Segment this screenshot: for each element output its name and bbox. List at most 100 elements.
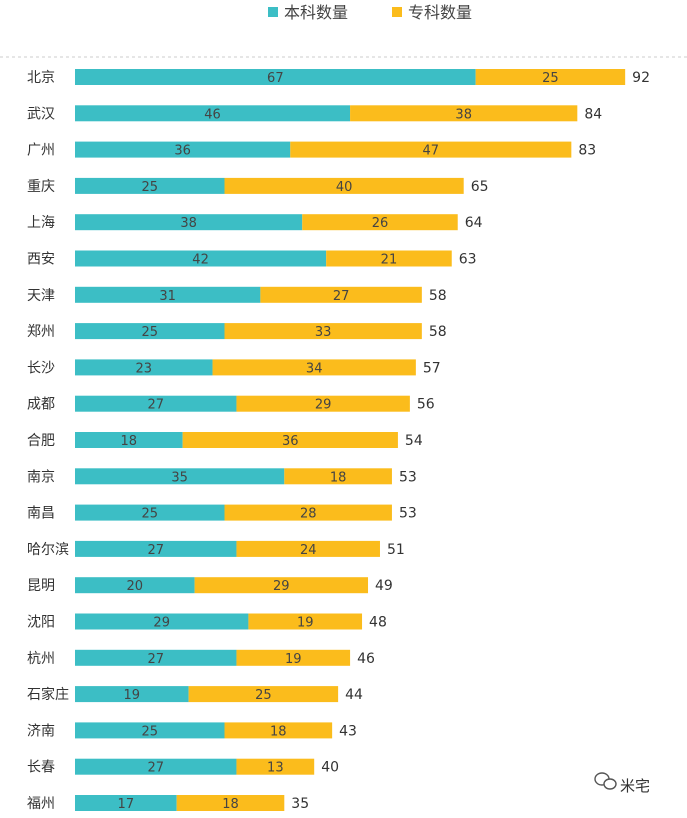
bar-segment-college — [212, 359, 416, 376]
bar-segment-undergrad — [75, 795, 177, 811]
category-label: 南昌 — [27, 506, 55, 522]
bar-segment-college — [248, 613, 363, 630]
total-value-label: 58 — [429, 324, 447, 340]
bar-segment-college — [236, 540, 380, 557]
segment-value-label: 18 — [270, 724, 287, 739]
segment-value-label: 40 — [336, 180, 353, 195]
category-label: 重庆 — [27, 179, 55, 195]
category-label: 西安 — [27, 252, 55, 268]
category-label: 哈尔滨 — [27, 542, 69, 558]
bar-segment-college — [194, 577, 369, 594]
bar-segment-undergrad — [75, 540, 237, 557]
segment-value-label: 34 — [306, 361, 323, 376]
bar-segment-undergrad — [75, 105, 351, 122]
total-value-label: 58 — [429, 288, 447, 304]
segment-value-label: 27 — [147, 398, 164, 413]
category-label: 合肥 — [27, 433, 55, 449]
category-label: 郑州 — [27, 324, 55, 340]
category-label: 北京 — [27, 70, 55, 86]
legend: 本科数量 专科数量 — [268, 3, 472, 22]
watermark: 米宅 — [594, 772, 650, 795]
bars-group: 北京 67 25 92 武汉 46 38 84 广州 36 47 83 重庆 25 40 65 上海 38 26 64… — [27, 69, 650, 812]
total-value-label: 46 — [357, 651, 375, 667]
bar-segment-college — [236, 758, 315, 775]
total-value-label: 92 — [632, 70, 650, 86]
segment-value-label: 25 — [141, 325, 158, 340]
bar-segment-undergrad — [75, 649, 237, 666]
segment-value-label: 28 — [300, 507, 317, 522]
segment-value-label: 31 — [159, 289, 176, 304]
segment-value-label: 19 — [297, 616, 314, 631]
segment-value-label: 25 — [141, 180, 158, 195]
bar-segment-undergrad — [75, 468, 285, 485]
segment-value-label: 25 — [141, 724, 158, 739]
category-label: 沈阳 — [27, 615, 55, 631]
segment-value-label: 36 — [174, 144, 191, 159]
total-value-label: 64 — [465, 215, 483, 231]
category-label: 武汉 — [27, 106, 55, 122]
category-label: 长春 — [27, 760, 55, 776]
bar-segment-undergrad — [75, 286, 261, 303]
total-value-label: 54 — [405, 433, 423, 449]
bar-segment-college — [224, 323, 422, 340]
bar-segment-undergrad — [75, 177, 225, 194]
category-label: 南京 — [27, 469, 55, 485]
segment-value-label: 18 — [222, 797, 239, 812]
total-value-label: 65 — [471, 179, 489, 195]
total-value-label: 84 — [584, 106, 602, 122]
bar-segment-undergrad — [75, 613, 249, 630]
total-value-label: 56 — [417, 397, 435, 413]
category-label: 天津 — [27, 288, 55, 304]
bar-segment-undergrad — [75, 432, 183, 448]
total-value-label: 53 — [399, 469, 417, 485]
segment-value-label: 27 — [333, 289, 350, 304]
bar-segment-college — [290, 141, 572, 158]
segment-value-label: 38 — [455, 107, 472, 122]
bar-segment-college — [182, 432, 398, 448]
total-value-label: 43 — [339, 723, 357, 739]
segment-value-label: 27 — [147, 761, 164, 776]
segment-value-label: 20 — [127, 579, 144, 594]
segment-value-label: 25 — [255, 688, 272, 703]
segment-value-label: 24 — [300, 543, 317, 558]
segment-value-label: 27 — [147, 652, 164, 667]
segment-value-label: 29 — [315, 398, 332, 413]
category-label: 长沙 — [27, 360, 55, 376]
wechat-icon — [594, 772, 617, 790]
legend-swatch-1 — [392, 7, 402, 17]
total-value-label: 40 — [321, 760, 339, 776]
bar-segment-college — [302, 214, 458, 231]
bar-segment-college — [236, 649, 351, 666]
segment-value-label: 67 — [267, 71, 284, 86]
category-label: 福州 — [27, 796, 55, 812]
category-label: 上海 — [27, 215, 55, 231]
category-label: 广州 — [27, 143, 55, 159]
legend-label-0: 本科数量 — [284, 3, 348, 22]
segment-value-label: 18 — [330, 470, 347, 485]
total-value-label: 57 — [423, 360, 441, 376]
category-label: 成都 — [27, 397, 55, 413]
segment-value-label: 19 — [124, 688, 141, 703]
bar-segment-college — [236, 395, 410, 412]
segment-value-label: 25 — [141, 507, 158, 522]
bar-segment-college — [326, 250, 452, 267]
legend-label-1: 专科数量 — [408, 3, 472, 22]
segment-value-label: 36 — [282, 434, 299, 449]
bar-segment-college — [475, 69, 626, 85]
bar-segment-undergrad — [75, 359, 213, 376]
category-label: 济南 — [27, 723, 55, 739]
bar-segment-college — [188, 686, 339, 703]
bar-segment-undergrad — [75, 686, 189, 703]
segment-value-label: 21 — [381, 253, 398, 268]
segment-value-label: 18 — [121, 434, 138, 449]
watermark-label: 米宅 — [620, 777, 650, 795]
total-value-label: 48 — [369, 615, 387, 631]
bar-segment-undergrad — [75, 395, 237, 412]
bar-segment-college — [224, 504, 392, 521]
segment-value-label: 42 — [192, 253, 209, 268]
bar-segment-undergrad — [75, 722, 225, 739]
segment-value-label: 38 — [180, 216, 197, 231]
total-value-label: 63 — [459, 252, 477, 268]
bar-segment-undergrad — [75, 504, 225, 521]
segment-value-label: 17 — [118, 797, 135, 812]
